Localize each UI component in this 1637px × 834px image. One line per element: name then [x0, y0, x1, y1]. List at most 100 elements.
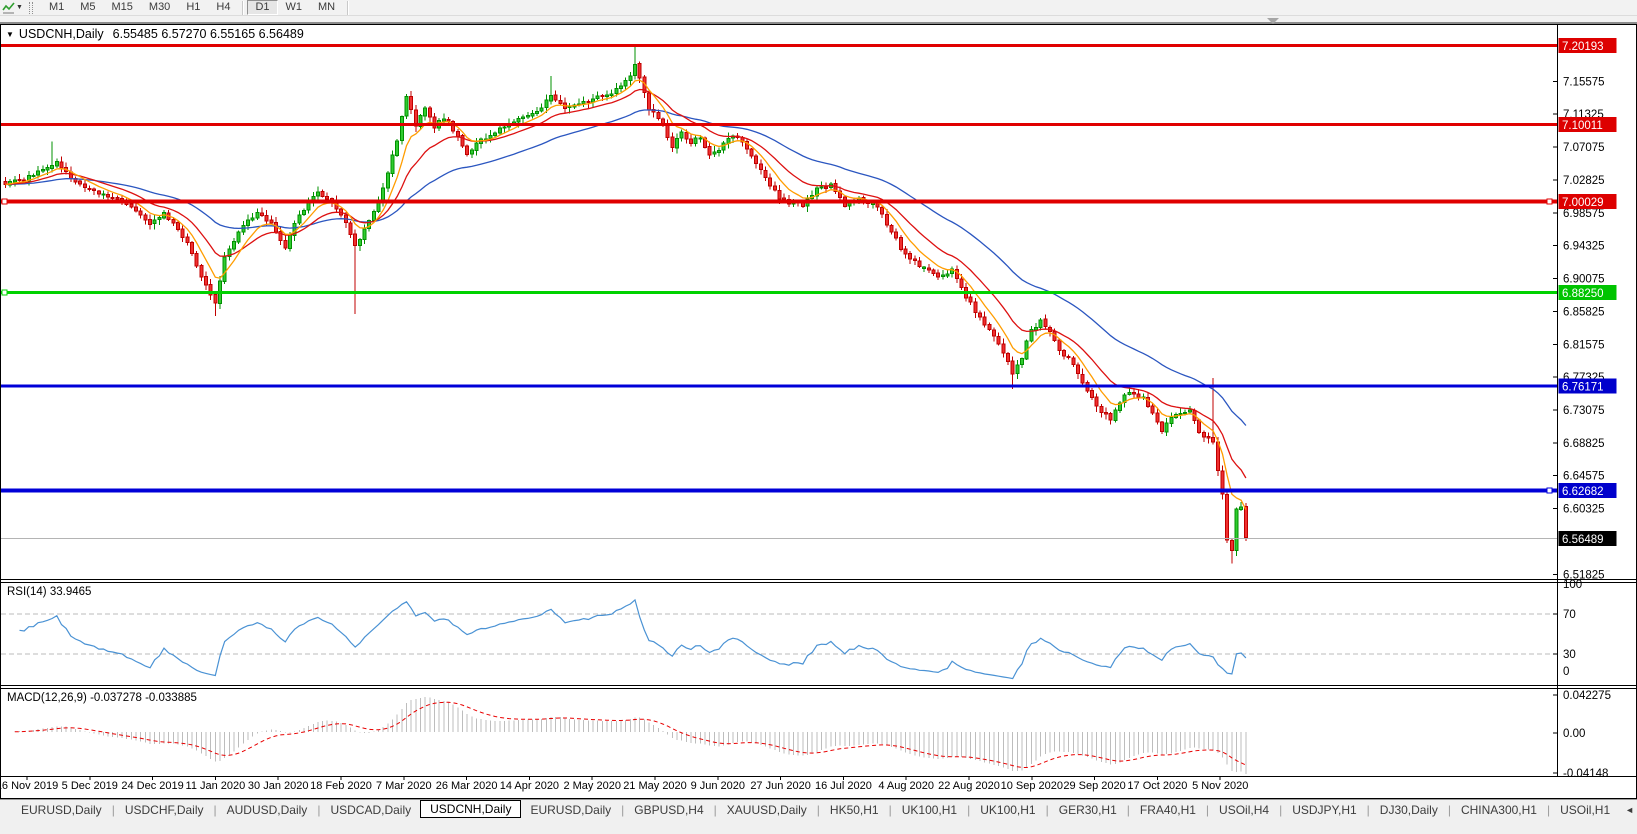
tab-separator: | [1205, 802, 1210, 817]
chart-tab-china300-h1[interactable]: CHINA300,H1 [1460, 802, 1537, 817]
price-axis-label: 6.68825 [1563, 438, 1605, 450]
time-axis-label: 21 May 2020 [623, 780, 687, 792]
price-axis-label: 7.15575 [1563, 76, 1605, 88]
collapse-triangle-icon[interactable]: ▼ [6, 30, 14, 39]
price-badge-label: 7.10011 [1562, 120, 1603, 132]
tab-separator: | [621, 802, 625, 817]
time-axis-label: 5 Dec 2019 [62, 780, 118, 792]
timeframe-buttons: M1 M5 M15 M30 H1 H4 D1 W1 MN [41, 0, 352, 15]
price-badge [1558, 530, 1617, 546]
tab-separator: | [1126, 802, 1130, 817]
chart-tab-fra40-h1[interactable]: FRA40,H1 [1139, 802, 1196, 817]
timeframe-button-m1[interactable]: M1 [48, 1, 65, 13]
chart-symbol-period: USDCNH,Daily [18, 27, 104, 41]
timeframe-button-h4[interactable]: H4 [216, 1, 231, 13]
tab-scroll-left-icon[interactable]: ◄ [1625, 804, 1635, 815]
tab-separator: | [317, 802, 321, 817]
price-axis-label: 6.98575 [1563, 208, 1605, 220]
chart-tab-gbpusd-h4[interactable]: GBPUSD,H4 [634, 802, 704, 817]
chart-tab-ger30-h1[interactable]: GER30,H1 [1058, 802, 1117, 817]
time-axis-label: 16 Jul 2020 [815, 780, 872, 792]
price-chart[interactable]: 16 Nov 2019 5 Dec 2019 24 Dec 2019 11 Jan 2… [1, 25, 1636, 798]
chart-tab-hk50-h1[interactable]: HK50,H1 [829, 802, 879, 817]
price-axis-label: 6.73075 [1563, 405, 1605, 417]
tab-scroll-arrows: ◄► [1619, 805, 1637, 815]
chart-tab-uk100-h1[interactable]: UK100,H1 [901, 802, 958, 817]
status-bar [0, 819, 1637, 832]
macd-indicator-label: MACD(12,26,9) -0.037278 -0.033885 [7, 692, 197, 704]
timeframe-toolbar: ▼ M1 M5 M15 M30 H1 H4 D1 W1 MN [0, 0, 1637, 16]
time-axis-label: 4 Aug 2020 [878, 780, 934, 792]
rsi-indicator-label: RSI(14) 33.9465 [7, 586, 92, 598]
price-badge [1558, 194, 1617, 210]
chart-tool-icon[interactable] [2, 1, 15, 14]
time-axis-label: 10 Sep 2020 [1001, 780, 1063, 792]
timeframe-button-m30[interactable]: M30 [148, 1, 171, 13]
chart-ohlc-values: 6.55485 6.57270 6.55165 6.56489 [112, 27, 304, 41]
macd-signal-line [14, 701, 1247, 768]
ma-42-line [5, 109, 1247, 426]
chart-tab-usoil-h4[interactable]: USOil,H4 [1219, 802, 1270, 817]
macd-axis-label: 0.00 [1563, 728, 1585, 740]
chart-tab-eurusd-daily[interactable]: EURUSD,Daily [21, 802, 102, 817]
time-axis-label: 7 Mar 2020 [376, 780, 432, 792]
chart-tab-bar: EURUSD,Daily | USDCHF,Daily | AUDUSD,Daily | U… [0, 799, 1637, 819]
price-badge [1558, 482, 1617, 498]
macd-axis-label: 0.042275 [1563, 690, 1611, 702]
chart-tab-dj30-daily[interactable]: DJ30,Daily [1379, 802, 1438, 817]
chart-tab-usdcad-daily[interactable]: USDCAD,Daily [330, 802, 412, 817]
timeframe-button-w1[interactable]: W1 [285, 1, 303, 13]
chart-tab-usdjpy-h1[interactable]: USDJPY,H1 [1292, 802, 1357, 817]
tab-separator: | [1366, 802, 1370, 817]
time-axis-label: 5 Nov 2020 [1192, 780, 1248, 792]
tab-separator: | [967, 802, 971, 817]
time-axis-label: 26 Mar 2020 [436, 780, 498, 792]
time-axis-label: 24 Dec 2019 [121, 780, 183, 792]
tab-separator: | [111, 802, 115, 817]
price-badge-label: 6.56489 [1562, 534, 1604, 546]
dropdown-caret-icon[interactable]: ▼ [16, 4, 23, 11]
price-badge [1558, 378, 1617, 394]
price-badge-label: 6.62682 [1562, 486, 1604, 498]
tab-separator: | [713, 802, 717, 817]
chart-tab-usoil-h1[interactable]: USOil,H1 [1560, 802, 1611, 817]
time-axis-label: 2 May 2020 [563, 780, 620, 792]
time-axis-label: 11 Jan 2020 [186, 780, 246, 792]
chart-tab-xauusd-daily[interactable]: XAUUSD,Daily [726, 802, 807, 817]
timeframe-button-mn[interactable]: MN [318, 1, 336, 13]
price-axis-label: 6.64575 [1563, 471, 1605, 483]
chart-tab-usdchf-daily[interactable]: USDCHF,Daily [124, 802, 204, 817]
price-axis-label: 6.94325 [1563, 241, 1605, 253]
rsi-axis-label: 30 [1563, 649, 1576, 661]
timeframe-button-m15[interactable]: M15 [111, 1, 133, 13]
price-axis-label: 6.81575 [1563, 339, 1605, 351]
price-badge-label: 6.88250 [1562, 288, 1604, 300]
time-axis-label: 22 Aug 2020 [938, 780, 1000, 792]
chart-title: ▼ USDCNH,Daily 6.55485 6.57270 6.55165 6.5… [6, 27, 304, 41]
scroll-position-marker[interactable] [1267, 18, 1279, 24]
price-axis-label: 7.07075 [1563, 142, 1605, 154]
time-axis-label: 18 Feb 2020 [310, 780, 372, 792]
toolbar-divider [347, 0, 349, 15]
price-badge [1558, 285, 1617, 301]
chart-scroll-strip[interactable] [0, 16, 1637, 24]
toolbar-divider [242, 0, 244, 15]
ma-7-line [5, 79, 1247, 510]
chart-tab-audusd-daily[interactable]: AUDUSD,Daily [226, 802, 308, 817]
rsi-axis-label: 70 [1563, 609, 1576, 621]
timeframe-button-d1[interactable]: D1 [247, 0, 278, 15]
chart-tab-eurusd-daily[interactable]: EURUSD,Daily [530, 802, 612, 817]
timeframe-button-h1[interactable]: H1 [186, 1, 201, 13]
chart-tab-usdcnh-daily[interactable]: USDCNH,Daily [420, 799, 522, 818]
timeframe-button-m5[interactable]: M5 [80, 1, 96, 13]
chart-tab-uk100-h1[interactable]: UK100,H1 [980, 802, 1036, 817]
tab-separator: | [1045, 802, 1049, 817]
price-axis-label: 6.51825 [1563, 569, 1605, 581]
toolbar-grip-handle[interactable] [28, 1, 33, 14]
tab-separator: | [1279, 802, 1283, 817]
time-axis-label: 9 Jun 2020 [691, 780, 745, 792]
time-axis-label: 29 Sep 2020 [1063, 780, 1125, 792]
chart-window: ▼ USDCNH,Daily 6.55485 6.57270 6.55165 6.5… [0, 24, 1637, 799]
price-axis-label: 7.02825 [1563, 175, 1605, 187]
